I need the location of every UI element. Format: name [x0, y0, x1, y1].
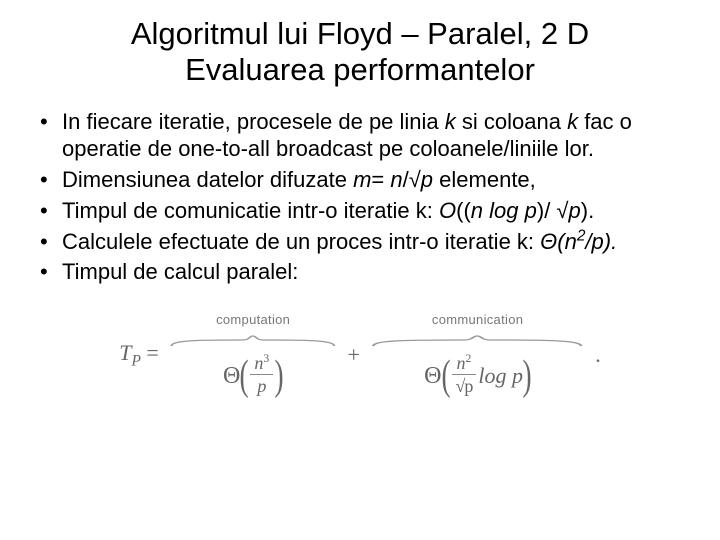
- tp-symbol: TP =: [119, 340, 159, 370]
- overbrace-label: computation: [168, 312, 338, 327]
- theta-n: Θ(n: [540, 229, 577, 254]
- formula-parallel-time: TP = computation Θ ( n3 p ) + communicat…: [30, 312, 690, 398]
- period: .: [595, 342, 601, 368]
- numerator: n3: [250, 354, 273, 375]
- exp: 3: [263, 352, 269, 365]
- theta-icon: Θ: [424, 363, 441, 390]
- paren-left: (: [240, 355, 249, 397]
- slide: Algoritmul lui Floyd – Paralel, 2 D Eval…: [0, 0, 720, 540]
- var-n: n: [471, 198, 483, 223]
- var-m: m: [353, 167, 371, 192]
- term-body: Θ ( n2 √p log p ): [422, 354, 533, 398]
- fraction: n2 √p: [452, 354, 477, 398]
- bullet-item: Timpul de comunicatie intr-o iteratie k:…: [36, 198, 690, 225]
- text: si coloana: [456, 109, 567, 134]
- title-line-2: Evaluarea performantelor: [185, 52, 535, 87]
- log-p: log p: [489, 198, 537, 223]
- text: Calculele efectuate de un proces intr-o …: [62, 229, 540, 254]
- term-body: Θ ( n3 p ): [221, 354, 285, 398]
- page-title: Algoritmul lui Floyd – Paralel, 2 D Eval…: [30, 16, 690, 87]
- var-k: k: [567, 109, 578, 134]
- overbrace-label: communication: [369, 312, 585, 327]
- bullet-item: Timpul de calcul paralel:: [36, 259, 690, 286]
- text: =: [371, 167, 390, 192]
- paren-left: (: [441, 355, 450, 397]
- overbrace-icon: [369, 334, 585, 348]
- text: Timpul de comunicatie intr-o iteratie k:: [62, 198, 439, 223]
- text: /p).: [585, 229, 617, 254]
- text: /√: [403, 167, 421, 192]
- denominator: p: [250, 375, 273, 398]
- big-o: O: [439, 198, 456, 223]
- communication-term: communication Θ ( n2 √p log p ): [369, 312, 585, 398]
- var-p: p: [421, 167, 433, 192]
- exp: 2: [466, 352, 472, 365]
- theta-icon: Θ: [223, 363, 240, 390]
- text: )/ √: [537, 198, 569, 223]
- title-line-1: Algoritmul lui Floyd – Paralel, 2 D: [131, 16, 589, 51]
- sub-p: P: [131, 353, 140, 370]
- fraction: n3 p: [250, 354, 273, 398]
- var-k: k: [445, 109, 456, 134]
- text: ((: [456, 198, 471, 223]
- n: n: [457, 353, 466, 373]
- paren-right: ): [522, 355, 531, 397]
- text: In fiecare iteratie, procesele de pe lin…: [62, 109, 445, 134]
- text: ).: [581, 198, 594, 223]
- text: Timpul de calcul paralel:: [62, 259, 298, 284]
- equals: =: [146, 340, 158, 365]
- var-n: n: [390, 167, 402, 192]
- plus: +: [347, 342, 359, 368]
- text: Dimensiunea datelor difuzate: [62, 167, 353, 192]
- numerator: n2: [452, 354, 477, 375]
- denominator: √p: [452, 375, 477, 398]
- sqrt-p: √p: [456, 376, 473, 396]
- bullet-item: In fiecare iteratie, procesele de pe lin…: [36, 109, 690, 163]
- log-p: log p: [478, 363, 523, 389]
- text: elemente,: [433, 167, 536, 192]
- paren-right: ): [275, 355, 284, 397]
- computation-term: computation Θ ( n3 p ): [168, 312, 338, 398]
- bullet-item: Dimensiunea datelor difuzate m= n/√p ele…: [36, 167, 690, 194]
- var-p: p: [569, 198, 581, 223]
- bullet-list: In fiecare iteratie, procesele de pe lin…: [36, 109, 690, 286]
- overbrace-icon: [168, 334, 338, 348]
- t: T: [119, 340, 131, 365]
- bullet-item: Calculele efectuate de un proces intr-o …: [36, 229, 690, 256]
